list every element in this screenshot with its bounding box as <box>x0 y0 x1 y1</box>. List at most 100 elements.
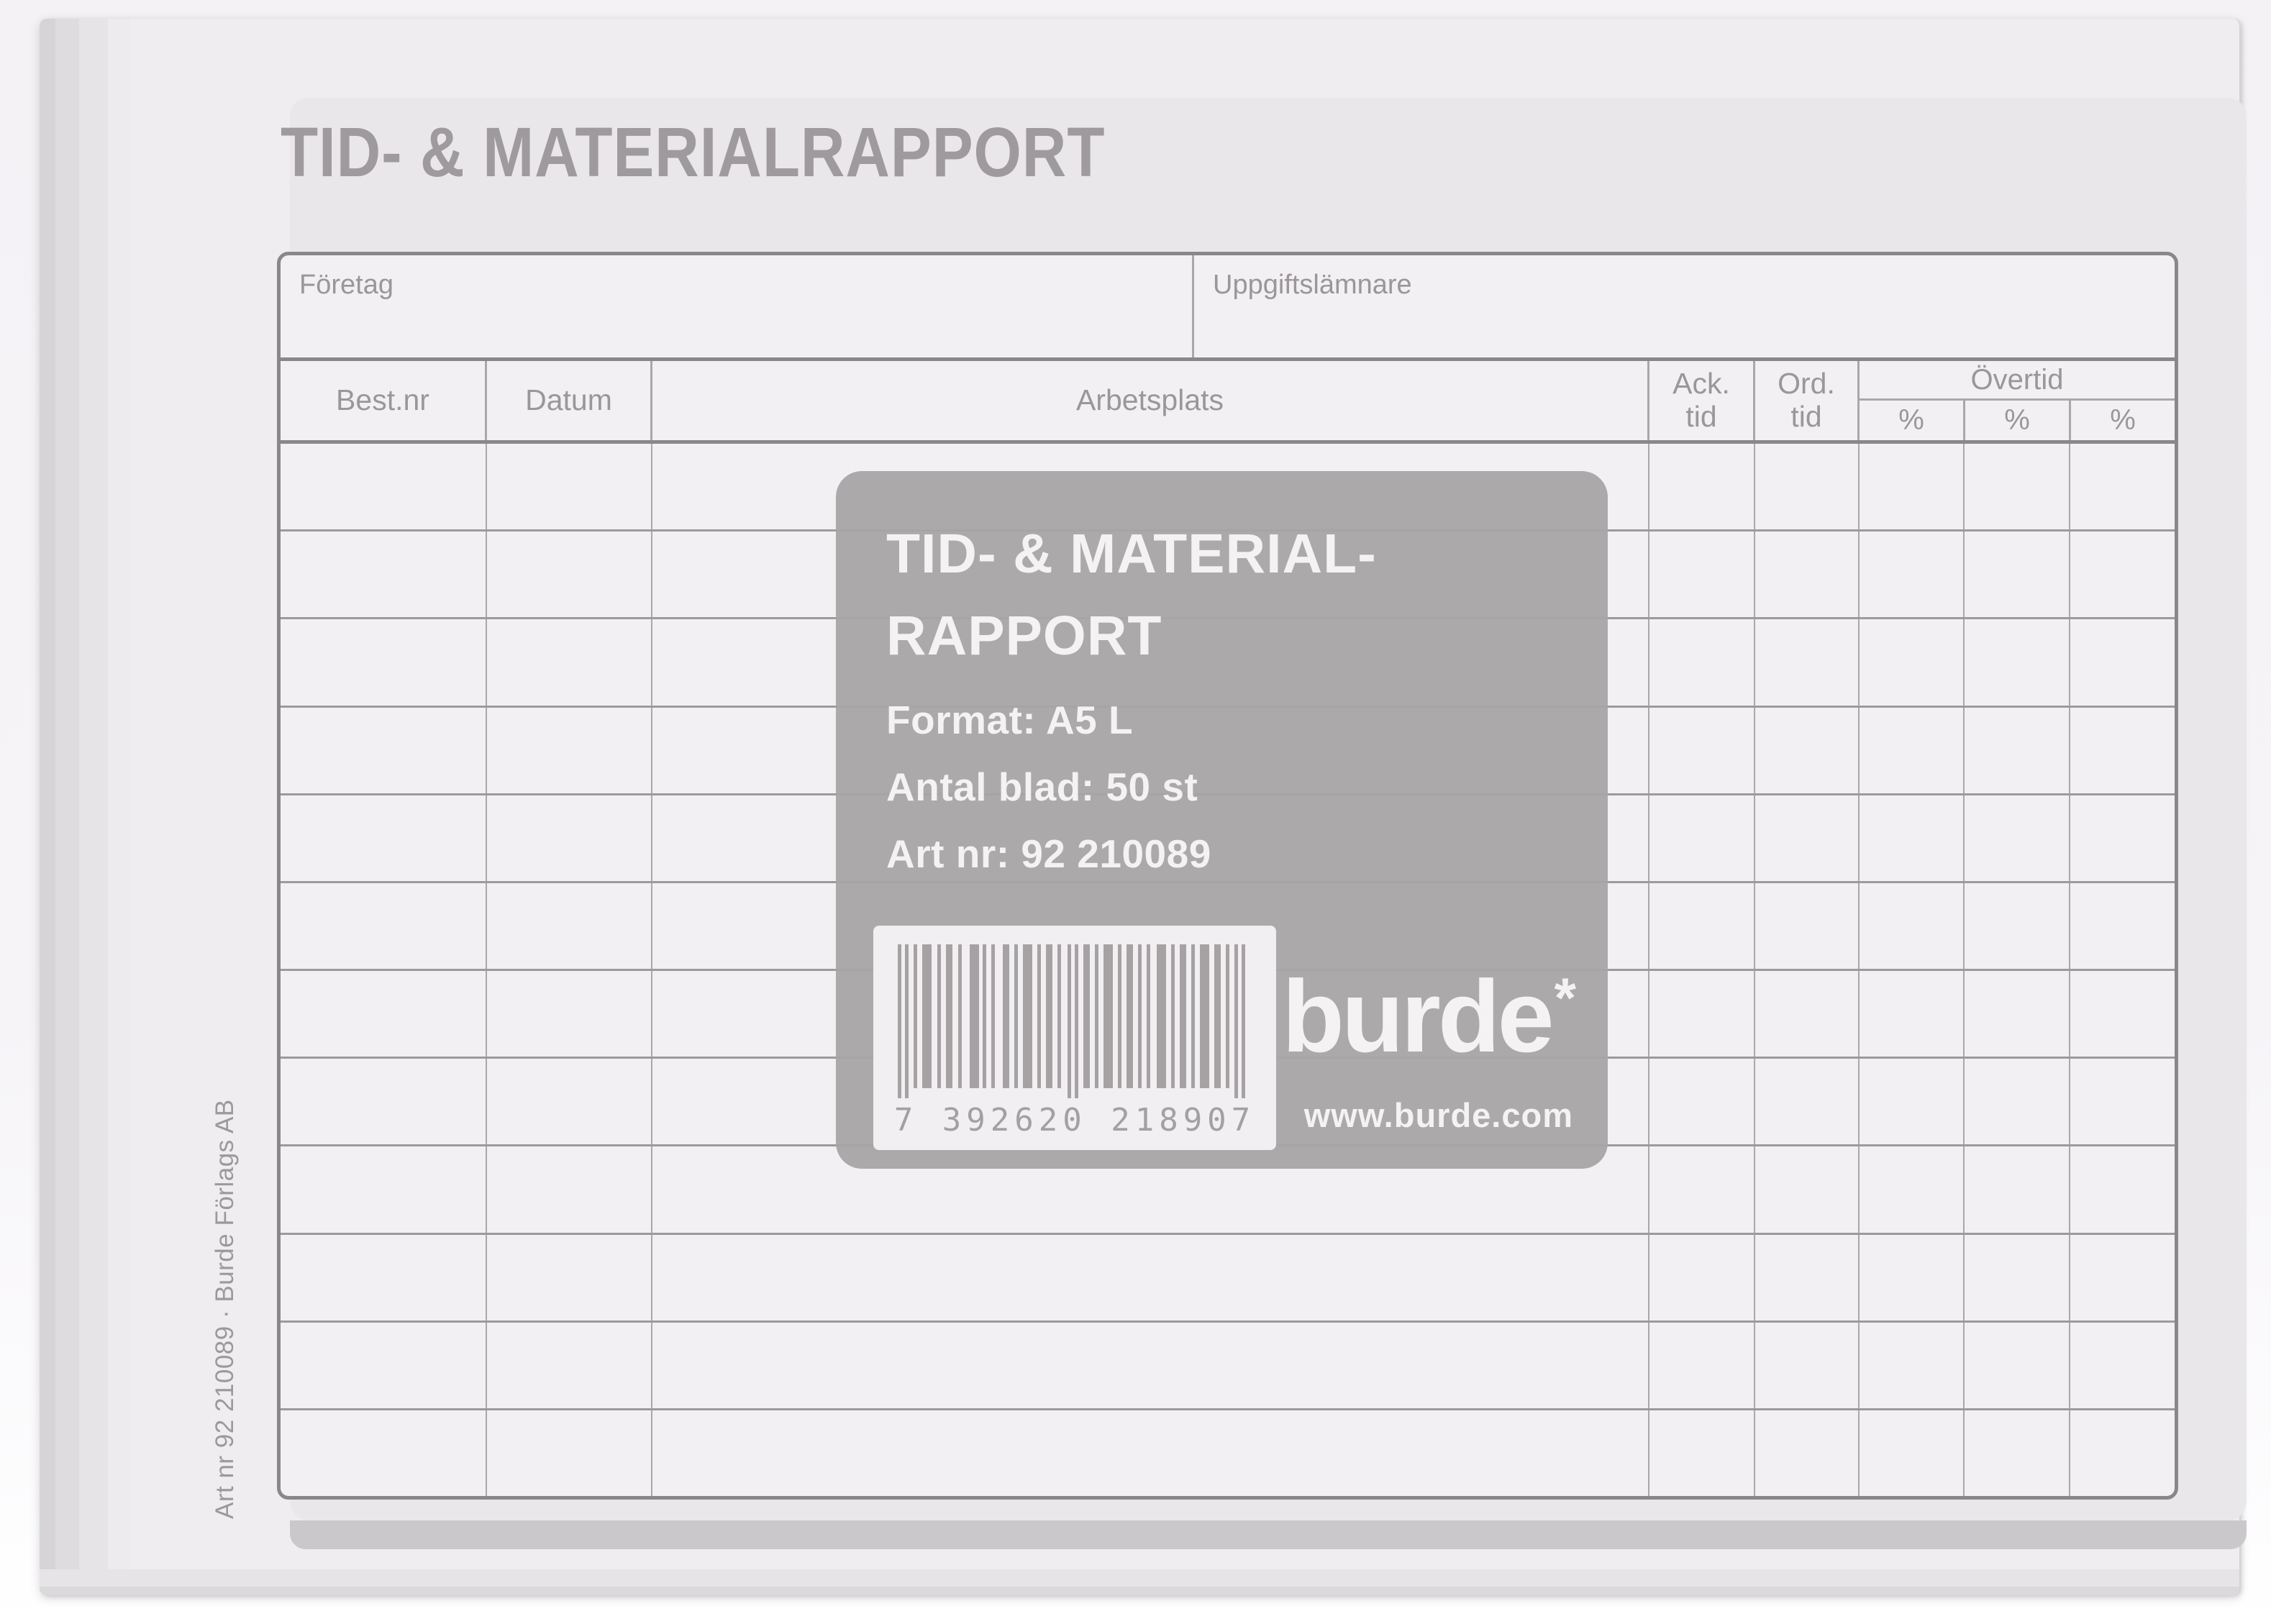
table-cell-empty <box>1860 1059 1965 1145</box>
table-cell-empty <box>487 1322 652 1408</box>
table-cell-empty <box>281 532 487 618</box>
table-cell-empty <box>281 1234 487 1320</box>
table-cell-empty <box>1755 707 1860 793</box>
ord-line2: tid <box>1790 400 1822 433</box>
table-cell-empty <box>652 1146 1649 1233</box>
side-art-number: Art nr 92 210089 · Burde Förlags AB <box>211 1099 239 1519</box>
form-title: TID- & MATERIALRAPPORT <box>281 113 1106 191</box>
table-cell-empty <box>652 619 1649 706</box>
table-cell-empty <box>1649 1234 1755 1320</box>
table-cell-empty <box>1860 444 1965 530</box>
table-cell-empty <box>1965 707 2070 793</box>
table-cell-empty <box>487 619 652 706</box>
sticker-title-line2: RAPPORT <box>886 605 1162 667</box>
table-cell-empty <box>281 882 487 970</box>
product-label-sticker: TID- & MATERIAL- RAPPORT Format: A5 L An… <box>836 471 1608 1169</box>
company-field: Företag <box>281 255 1194 357</box>
table-cell-empty <box>281 619 487 706</box>
table-cell-empty <box>487 882 652 970</box>
table-cell-empty <box>487 1059 652 1145</box>
table-cell-empty <box>1649 1410 1755 1496</box>
col-header-bestnr: Best.nr <box>281 361 487 440</box>
table-cell-empty <box>1649 619 1755 706</box>
col-header-overtid: Övertid <box>1860 361 2175 401</box>
table-cell-empty <box>1860 1234 1965 1320</box>
table-cell-empty <box>1649 882 1755 970</box>
table-cell-empty <box>1649 1146 1755 1233</box>
table-cell-empty <box>1965 532 2070 618</box>
table-cell-empty <box>281 444 487 530</box>
table-cell-empty <box>281 1410 487 1496</box>
reporter-field-label: Uppgiftslämnare <box>1213 270 1412 300</box>
col-header-percent: % <box>1965 401 2071 440</box>
table-cell-empty <box>1860 1322 1965 1408</box>
sheet-stack-edge <box>290 1520 2247 1549</box>
table-cell-empty <box>1755 1322 1860 1408</box>
ack-line1: Ack. <box>1672 367 1730 401</box>
table-cell-empty <box>281 971 487 1057</box>
table-cell-empty <box>1755 1146 1860 1233</box>
sticker-title: TID- & MATERIAL- RAPPORT <box>886 513 1377 677</box>
table-cell-empty <box>281 707 487 793</box>
col-header-ack-tid: Ack. tid <box>1649 361 1755 440</box>
table-cell-empty <box>652 795 1649 881</box>
table-cell-empty <box>487 1146 652 1233</box>
burde-logo-text: burde <box>1282 959 1554 1074</box>
barcode: 7 392620 218907 <box>873 926 1276 1150</box>
table-cell-empty <box>1755 619 1860 706</box>
sticker-format: Format: A5 L <box>886 698 1134 742</box>
table-cell-empty <box>1965 1234 2070 1320</box>
table-cell-empty <box>1860 1410 1965 1496</box>
table-cell-empty <box>652 1059 1649 1145</box>
burde-logo-asterisk: * <box>1554 965 1576 1029</box>
table-row <box>281 1322 2175 1410</box>
barcode-bars <box>898 944 1245 1098</box>
table-cell-empty <box>1965 971 2070 1057</box>
table-cell-empty <box>487 1410 652 1496</box>
reporter-field: Uppgiftslämnare <box>1194 255 2175 357</box>
table-cell-empty <box>281 1059 487 1145</box>
col-header-datum: Datum <box>487 361 652 440</box>
table-cell-empty <box>1860 882 1965 970</box>
col-header-arbetsplats: Arbetsplats <box>652 361 1649 440</box>
table-cell-empty <box>487 532 652 618</box>
col-header-percent: % <box>2110 404 2136 436</box>
table-cell-empty <box>1860 707 1965 793</box>
table-cell-empty <box>281 795 487 881</box>
table-cell-empty <box>1860 971 1965 1057</box>
ord-line1: Ord. <box>1778 367 1835 401</box>
table-cell-empty <box>487 795 652 881</box>
table-cell-empty <box>1755 444 1860 530</box>
table-row <box>281 1146 2175 1235</box>
table-cell-empty <box>1755 1059 1860 1145</box>
table-cell-empty <box>1965 444 2070 530</box>
table-cell-empty <box>652 1322 1649 1408</box>
table-cell-empty <box>281 1146 487 1233</box>
table-cell-empty <box>1755 971 1860 1057</box>
table-cell-empty <box>1649 1322 1755 1408</box>
col-header-percent: % <box>1860 401 1965 440</box>
table-cell-empty <box>1965 882 2070 970</box>
col-header-overtid-group: Övertid %%% <box>1860 361 2175 440</box>
table-cell-empty <box>1965 619 2070 706</box>
col-header-ord-tid: Ord. tid <box>1755 361 1860 440</box>
table-cell-empty <box>1649 971 1755 1057</box>
sticker-title-line1: TID- & MATERIAL- <box>886 523 1377 585</box>
table-cell-empty <box>1860 619 1965 706</box>
form-top-row: Företag Uppgiftslämnare <box>281 255 2175 361</box>
table-cell-empty <box>652 1234 1649 1320</box>
table-cell-empty <box>487 1234 652 1320</box>
table-cell-empty <box>1649 444 1755 530</box>
table-cell-empty <box>652 532 1649 618</box>
table-cell-empty <box>1965 1059 2070 1145</box>
company-field-label: Företag <box>299 270 393 300</box>
table-cell-empty <box>652 882 1649 970</box>
burde-logo: burde* <box>1282 965 1576 1068</box>
table-cell-empty <box>652 707 1649 793</box>
table-cell-empty <box>1965 1146 2070 1233</box>
table-row <box>281 1234 2175 1323</box>
table-cell-empty <box>1649 532 1755 618</box>
percent-header-row: %%% <box>1860 401 2175 440</box>
table-cell-empty <box>1755 795 1860 881</box>
